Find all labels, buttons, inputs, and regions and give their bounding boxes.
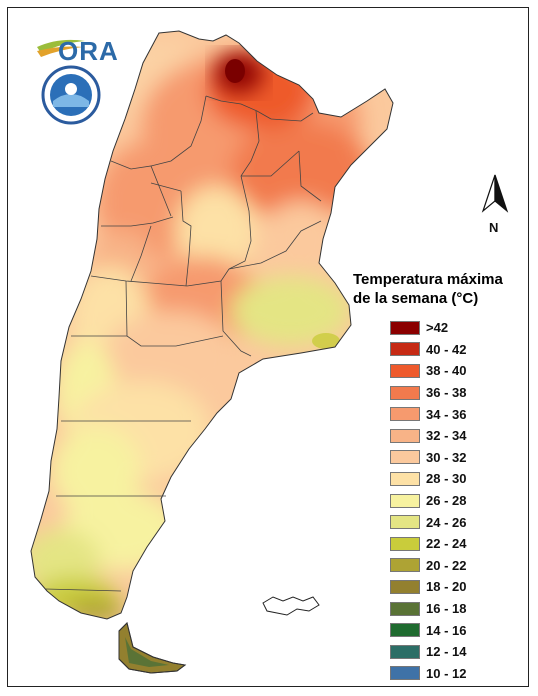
- legend-swatch: [390, 623, 420, 638]
- legend-swatch: [390, 363, 420, 378]
- legend-item: 32 - 34: [348, 425, 528, 447]
- legend-item: 12 - 14: [348, 641, 528, 663]
- legend-label: 40 - 42: [426, 341, 467, 357]
- ora-logo-icon: [37, 39, 85, 57]
- legend-swatch: [390, 666, 420, 681]
- legend-label: 16 - 18: [426, 601, 467, 617]
- legend-item: >42: [348, 317, 528, 339]
- north-arrow-icon: [481, 174, 509, 213]
- legend-item: 26 - 28: [348, 490, 528, 512]
- legend-label: 28 - 30: [426, 471, 467, 487]
- smn-seal-icon: [41, 65, 101, 125]
- legend-swatch: [390, 320, 420, 335]
- legend-label: 18 - 20: [426, 579, 467, 595]
- legend-swatch: [390, 493, 420, 508]
- legend-item: 18 - 20: [348, 576, 528, 598]
- malvinas-islands: [262, 596, 320, 616]
- country-outline: [30, 30, 394, 620]
- legend: Temperatura máxima de la semana (°C) >42…: [348, 270, 528, 686]
- legend-item: 38 - 40: [348, 360, 528, 382]
- province-boundaries: [45, 95, 322, 592]
- legend-label: 10 - 12: [426, 665, 467, 681]
- legend-item: 10 - 12: [348, 663, 528, 685]
- legend-label: 12 - 14: [426, 644, 467, 660]
- legend-swatch: [390, 579, 420, 594]
- legend-label: 38 - 40: [426, 363, 467, 379]
- legend-items: >42 40 - 42 38 - 40 36 - 38 34 - 36 32 - 34 30…: [348, 317, 528, 686]
- legend-label: >42: [426, 320, 449, 336]
- legend-swatch: [390, 428, 420, 443]
- legend-item: 24 - 26: [348, 511, 528, 533]
- legend-item: 20 - 22: [348, 555, 528, 577]
- ora-logo-text: ORA: [58, 36, 119, 66]
- legend-item: 14 - 16: [348, 619, 528, 641]
- legend-swatch: [390, 385, 420, 400]
- legend-swatch: [390, 450, 420, 465]
- legend-label: 22 - 24: [426, 536, 467, 552]
- legend-swatch: [390, 342, 420, 357]
- legend-label: 20 - 22: [426, 557, 467, 573]
- legend-label: 30 - 32: [426, 449, 467, 465]
- north-label: N: [489, 220, 499, 235]
- legend-swatch: [390, 601, 420, 616]
- map-frame: ORA N Temperatura máxima de la semana (°…: [7, 7, 529, 687]
- legend-label: 34 - 36: [426, 406, 467, 422]
- legend-swatch: [390, 536, 420, 551]
- legend-title: Temperatura máxima de la semana (°C): [353, 271, 503, 307]
- legend-label: 24 - 26: [426, 514, 467, 530]
- legend-item: 22 - 24: [348, 533, 528, 555]
- temperature-map: [30, 30, 509, 674]
- legend-label: 36 - 38: [426, 385, 467, 401]
- legend-swatch: [390, 644, 420, 659]
- legend-label: 14 - 16: [426, 622, 467, 638]
- legend-swatch: [390, 407, 420, 422]
- legend-swatch: [390, 515, 420, 530]
- legend-item: 28 - 30: [348, 468, 528, 490]
- legend-item: 34 - 36: [348, 403, 528, 425]
- legend-label: 32 - 34: [426, 428, 467, 444]
- legend-swatch: [390, 471, 420, 486]
- legend-item: < 10: [348, 684, 528, 686]
- tierra-del-fuego: [118, 622, 187, 674]
- legend-item: 16 - 18: [348, 598, 528, 620]
- legend-item: 40 - 42: [348, 339, 528, 361]
- legend-item: 30 - 32: [348, 447, 528, 469]
- legend-item: 36 - 38: [348, 382, 528, 404]
- legend-label: 26 - 28: [426, 493, 467, 509]
- legend-swatch: [390, 558, 420, 573]
